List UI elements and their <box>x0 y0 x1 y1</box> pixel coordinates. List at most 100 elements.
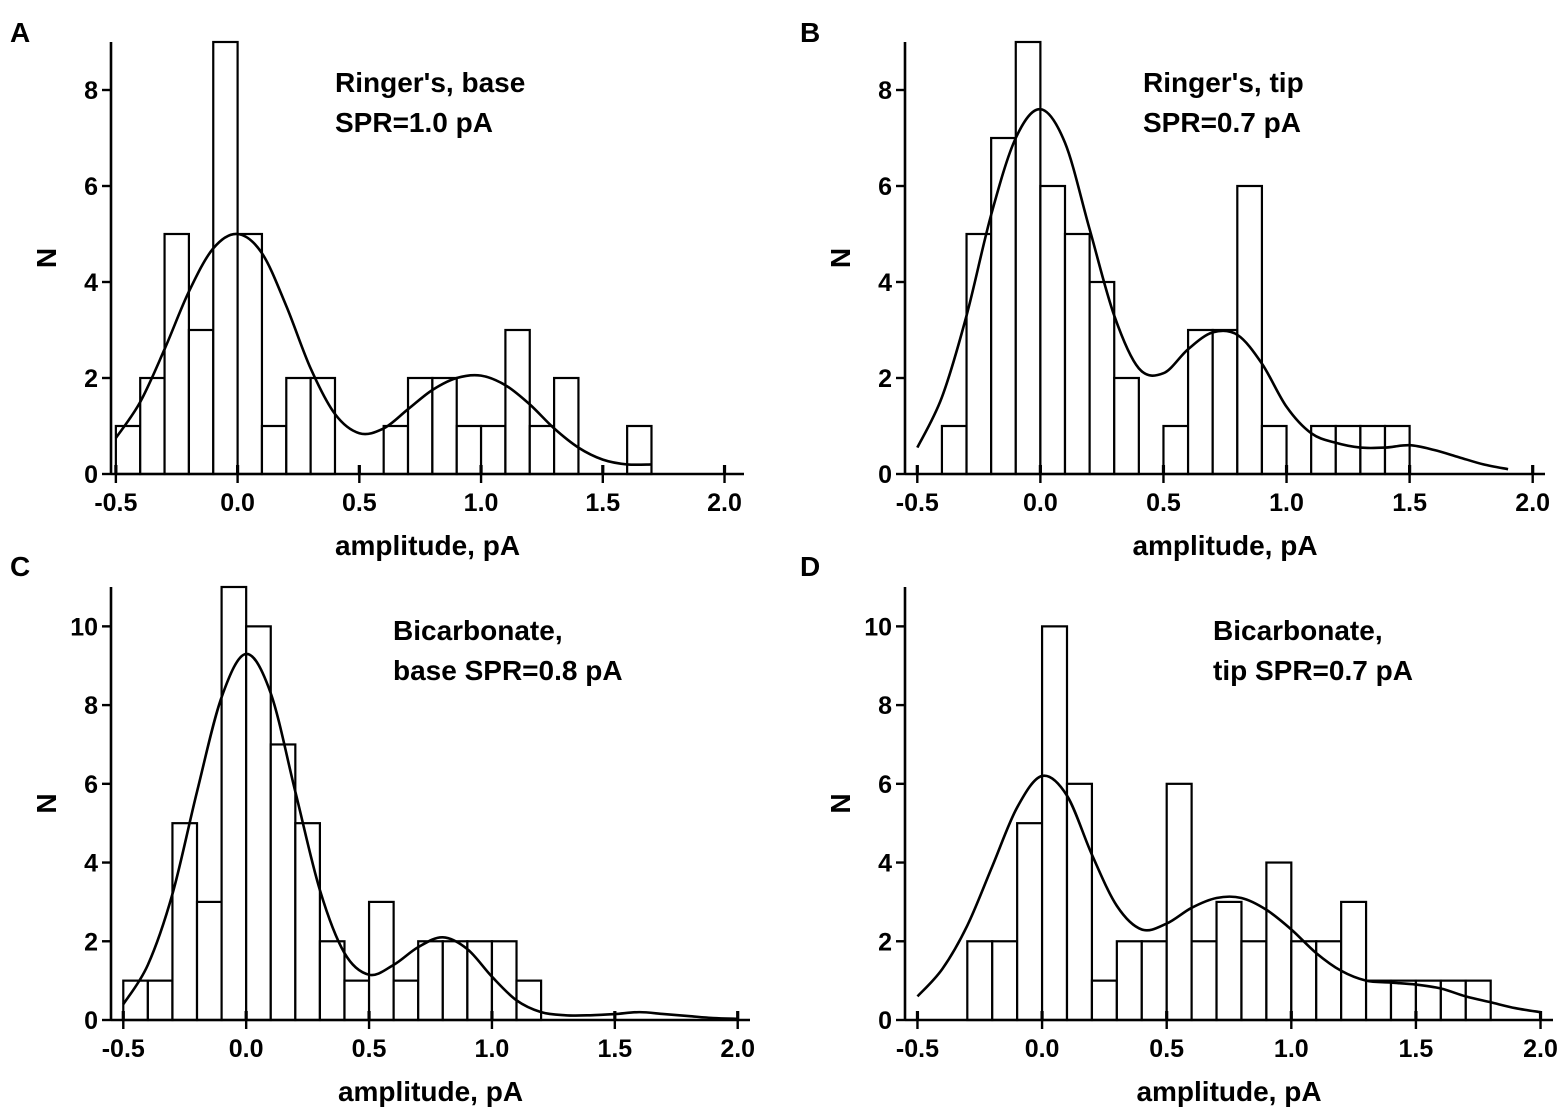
annotation-line: Ringer's, tip <box>1143 67 1304 98</box>
histogram-bar <box>626 424 653 476</box>
histogram-bar <box>1340 900 1368 1022</box>
panel-b: 0 2 4 6 8 -0.5 0.0 0.5 1.0 1.5 2.0 amplitude, pA N B R… <box>800 17 1550 561</box>
x-tick-label: 0.5 <box>352 1035 387 1063</box>
panel-d: 0 2 4 6 8 10 -0.5 0.0 0.5 1.0 1.5 2.0 amplitude, pA N… <box>800 551 1558 1107</box>
histogram-bar <box>318 940 346 1022</box>
histogram-bar <box>455 424 483 476</box>
annotation-line: base SPR=0.8 pA <box>393 655 623 686</box>
panel-label: C <box>10 551 30 582</box>
y-tick-label: 6 <box>878 173 892 201</box>
y-axis-label: N <box>825 793 856 813</box>
histogram-bar <box>1113 376 1140 476</box>
x-tick-label: 0.5 <box>1146 489 1181 517</box>
y-tick-label: 0 <box>84 461 98 489</box>
histogram-bar <box>1290 940 1318 1022</box>
histogram-bar <box>1364 979 1393 1022</box>
x-tick-label: 0.0 <box>229 1035 264 1063</box>
x-tick-label: 0.5 <box>342 489 377 517</box>
histogram-bar <box>1315 940 1343 1022</box>
histogram-bar <box>991 940 1019 1022</box>
histogram-bar <box>212 40 239 476</box>
histogram-bar <box>417 940 444 1022</box>
panel-label: D <box>800 551 820 582</box>
histogram-bar <box>479 424 507 476</box>
x-tick-label: 0.0 <box>1023 489 1058 517</box>
histogram-bar <box>1334 424 1362 476</box>
y-tick-label: 2 <box>84 365 98 393</box>
y-tick-label: 10 <box>70 613 98 641</box>
histogram-bar <box>528 424 556 476</box>
x-tick-label: 1.0 <box>464 489 499 517</box>
histogram-bar <box>220 585 248 1022</box>
histogram-bar <box>146 979 174 1022</box>
histogram-bar <box>990 136 1017 476</box>
x-tick-label: 2.0 <box>1523 1035 1558 1063</box>
x-axis-label: amplitude, pA <box>1132 530 1317 561</box>
fit-curve <box>916 107 1509 471</box>
histogram-bar <box>1115 940 1143 1022</box>
y-tick-label: 2 <box>878 928 892 956</box>
y-tick-label: 6 <box>84 771 98 799</box>
histogram-bar <box>260 424 288 476</box>
histogram-bar <box>1265 861 1293 1022</box>
y-tick-label: 0 <box>878 1007 892 1035</box>
x-tick-label: 1.0 <box>475 1035 510 1063</box>
histogram-bar <box>1215 900 1243 1022</box>
x-tick-label: 1.5 <box>585 489 620 517</box>
y-tick-label: 0 <box>84 1007 98 1035</box>
fit-curve <box>916 774 1541 1014</box>
annotation-line: SPR=0.7 pA <box>1143 107 1301 138</box>
histogram-bar <box>392 979 420 1022</box>
histogram-bar <box>1014 40 1042 476</box>
x-tick-label: 0.0 <box>220 489 255 517</box>
annotation-line: Bicarbonate, <box>393 615 563 646</box>
y-tick-label: 8 <box>84 77 98 105</box>
y-tick-label: 8 <box>84 692 98 720</box>
x-axis-label: amplitude, pA <box>335 530 520 561</box>
histogram-bar <box>1186 328 1214 476</box>
annotation-line: Ringer's, base <box>335 67 525 98</box>
histogram-bar <box>382 424 410 476</box>
annotation-line: Bicarbonate, <box>1213 615 1383 646</box>
fit-curve <box>114 232 652 467</box>
histogram-bar <box>1260 424 1288 476</box>
fit-curve <box>122 652 738 1021</box>
annotation-line: SPR=1.0 pA <box>335 107 493 138</box>
histogram-bar <box>1439 979 1467 1022</box>
y-axis-label: N <box>825 248 856 268</box>
y-tick-label: 4 <box>878 269 892 297</box>
histogram-bar <box>171 822 199 1022</box>
histogram-bar <box>1310 424 1337 476</box>
y-tick-label: 10 <box>864 613 892 641</box>
x-axis-label: amplitude, pA <box>338 1076 523 1107</box>
histogram-bar <box>1063 232 1091 476</box>
x-tick-label: 1.5 <box>597 1035 632 1063</box>
x-tick-label: -0.5 <box>896 489 939 517</box>
histogram-bar <box>1240 940 1268 1022</box>
x-tick-label: -0.5 <box>102 1035 145 1063</box>
y-tick-label: 0 <box>878 461 892 489</box>
histogram-bar <box>1040 625 1069 1022</box>
x-tick-label: 0.5 <box>1149 1035 1184 1063</box>
histogram-bar <box>552 376 580 476</box>
y-axis-label: N <box>31 793 62 813</box>
histogram-bar <box>1383 424 1411 476</box>
histogram-bar <box>367 900 395 1022</box>
histogram-bar <box>236 232 264 476</box>
histogram-bar <box>1211 328 1239 476</box>
x-tick-label: 1.5 <box>1392 489 1427 517</box>
panel-label: A <box>10 17 30 48</box>
y-tick-label: 2 <box>84 928 98 956</box>
x-tick-label: 1.0 <box>1269 489 1304 517</box>
y-tick-label: 4 <box>84 269 98 297</box>
x-tick-label: -0.5 <box>94 489 137 517</box>
y-axis-label: N <box>31 248 62 268</box>
histogram-bar <box>1162 424 1190 476</box>
histogram-bar <box>195 900 223 1022</box>
x-tick-label: 1.5 <box>1399 1035 1434 1063</box>
histogram-bar <box>187 328 215 476</box>
y-tick-label: 8 <box>878 77 892 105</box>
histogram-bar <box>431 376 458 476</box>
histogram-bar <box>1236 184 1264 476</box>
